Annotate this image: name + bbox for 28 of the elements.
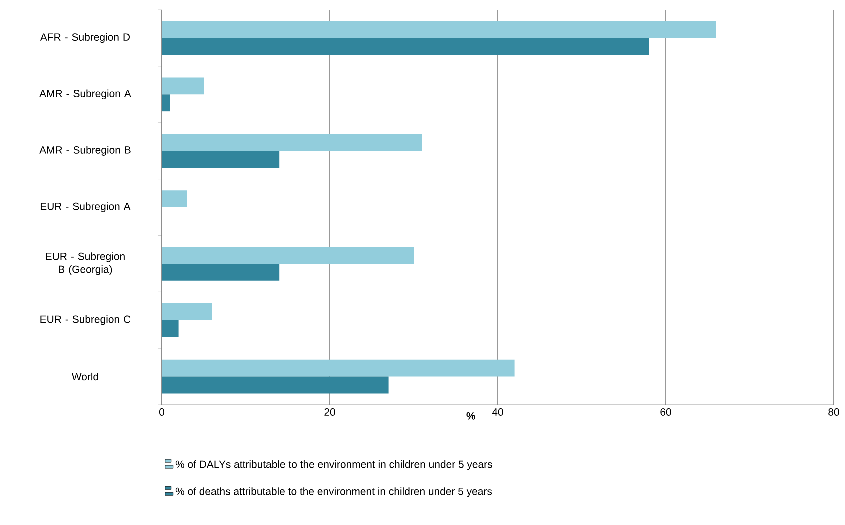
bar (162, 190, 188, 208)
legend-label: % of deaths attributable to the environment in children under 5 years (176, 488, 492, 498)
x-tick-label: 60 (660, 408, 672, 416)
y-tick-label: EUR - Subregion A (40, 202, 131, 212)
bar (162, 151, 280, 168)
legend-label: % of DALYs attributable to the environment in children under 5 years (176, 460, 492, 470)
x-tick-label: 20 (324, 408, 336, 416)
bar (162, 376, 389, 394)
bar (162, 38, 650, 56)
y-tick-label: AMR - Subregion A (40, 90, 132, 100)
bar (162, 247, 414, 264)
x-tick-label: 80 (828, 408, 840, 416)
bar (162, 78, 204, 95)
x-tick-label: 40 (492, 408, 504, 416)
bar (162, 21, 716, 38)
x-tick-label: 0 (159, 408, 164, 416)
bar (162, 303, 212, 320)
y-tick-label: EUR - Subregion C (40, 315, 131, 326)
y-tick-label: AMR - Subregion B (40, 146, 131, 156)
y-tick-label: World (72, 372, 98, 381)
bar (162, 134, 422, 152)
bar (162, 264, 280, 281)
bar (162, 94, 170, 112)
bar (162, 320, 179, 338)
y-tick-label: AFR - Subregion D (40, 33, 130, 44)
y-tick-label: EUR - Subregion B (Georgia) (46, 252, 125, 276)
x-axis-title: % (466, 412, 476, 420)
bar (162, 360, 515, 377)
